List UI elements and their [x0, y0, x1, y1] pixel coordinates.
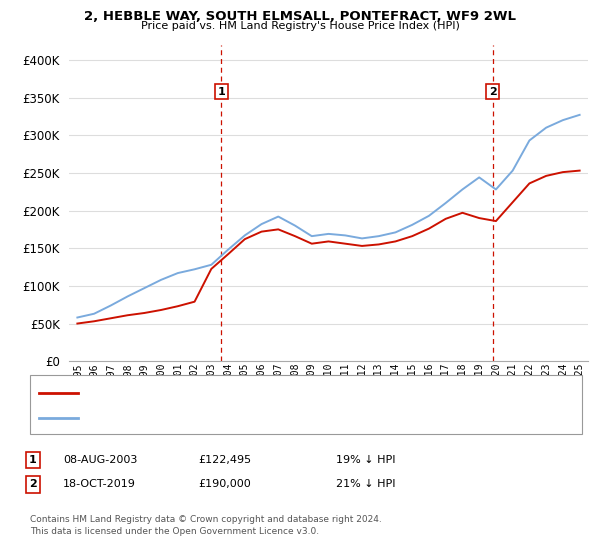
Text: 2: 2 [488, 86, 496, 96]
Text: 1: 1 [217, 86, 225, 96]
Text: 1: 1 [29, 455, 37, 465]
Text: Contains HM Land Registry data © Crown copyright and database right 2024.: Contains HM Land Registry data © Crown c… [30, 515, 382, 524]
Text: 19% ↓ HPI: 19% ↓ HPI [336, 455, 395, 465]
Text: Price paid vs. HM Land Registry's House Price Index (HPI): Price paid vs. HM Land Registry's House … [140, 21, 460, 31]
Text: £190,000: £190,000 [198, 479, 251, 489]
Text: 08-AUG-2003: 08-AUG-2003 [63, 455, 137, 465]
Text: HPI: Average price, detached house, Wakefield: HPI: Average price, detached house, Wake… [84, 413, 328, 423]
Text: 2, HEBBLE WAY, SOUTH ELMSALL, PONTEFRACT, WF9 2WL (detached house): 2, HEBBLE WAY, SOUTH ELMSALL, PONTEFRACT… [84, 388, 481, 398]
Text: 2: 2 [29, 479, 37, 489]
Text: 2, HEBBLE WAY, SOUTH ELMSALL, PONTEFRACT, WF9 2WL: 2, HEBBLE WAY, SOUTH ELMSALL, PONTEFRACT… [84, 10, 516, 23]
Text: £122,495: £122,495 [198, 455, 251, 465]
Text: This data is licensed under the Open Government Licence v3.0.: This data is licensed under the Open Gov… [30, 528, 319, 536]
Text: 18-OCT-2019: 18-OCT-2019 [63, 479, 136, 489]
Text: 21% ↓ HPI: 21% ↓ HPI [336, 479, 395, 489]
